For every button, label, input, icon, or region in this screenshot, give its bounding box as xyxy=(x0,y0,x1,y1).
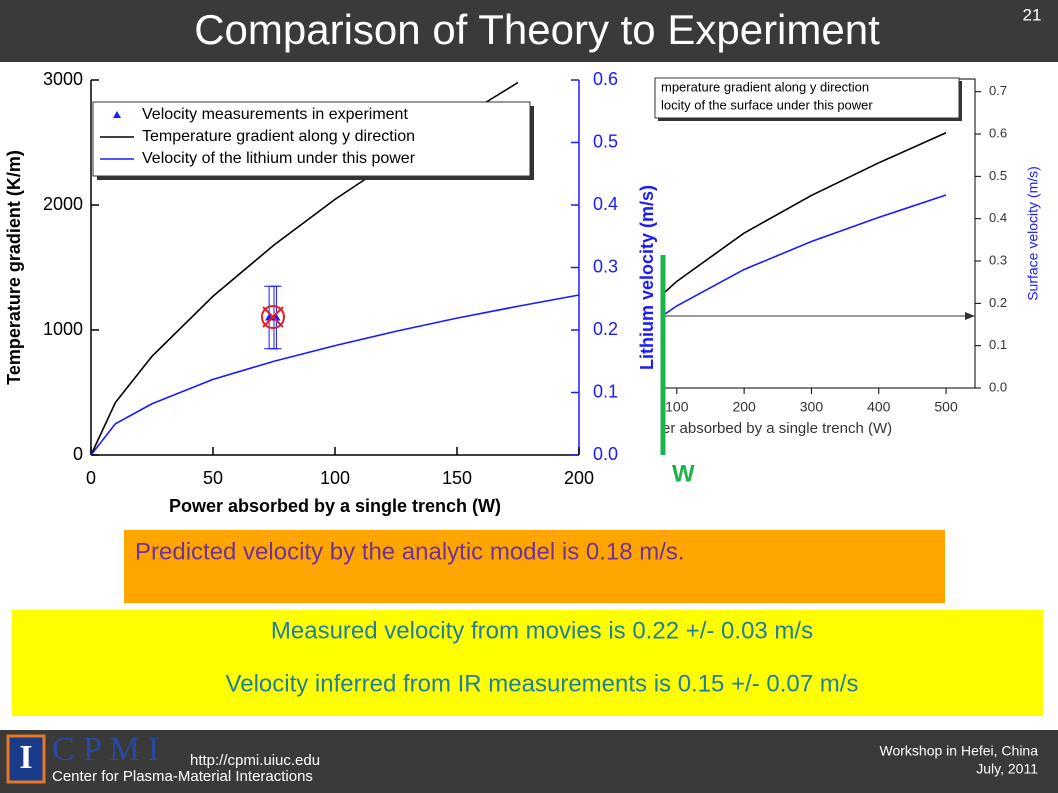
slide-title: Comparison of Theory to Experiment xyxy=(194,6,880,53)
predicted-text: Predicted velocity by the analytic model… xyxy=(135,538,685,565)
x-axis-label: er absorbed by a single trench (W) xyxy=(662,420,892,437)
x-tick-label: 50 xyxy=(203,468,223,488)
x-axis-label: Power absorbed by a single trench (W) xyxy=(169,496,501,516)
legend xyxy=(654,77,960,119)
y2-tick-label: 0.5 xyxy=(593,131,618,151)
y2-tick-label: 0.4 xyxy=(593,194,618,214)
y-tick-label: 0.6 xyxy=(989,125,1007,140)
logo-i: I xyxy=(19,739,32,776)
center-name: Center for Plasma-Material Interactions xyxy=(52,768,313,785)
x-tick-label: 400 xyxy=(867,399,891,415)
date: July, 2011 xyxy=(976,761,1038,777)
line xyxy=(90,294,580,456)
y-tick-label: 0.1 xyxy=(989,337,1007,352)
line xyxy=(661,132,947,296)
y-tick-label: 0.2 xyxy=(989,295,1007,310)
title-bar xyxy=(0,0,1058,62)
y2-tick-label: 0.0 xyxy=(593,444,618,464)
y-tick-label: 3000 xyxy=(43,69,83,89)
legend-marker xyxy=(113,111,121,118)
red-marker xyxy=(261,305,285,329)
x-tick-label: 200 xyxy=(732,399,756,415)
inferred-text: Velocity inferred from IR measurements i… xyxy=(226,670,859,697)
y-tick-label: 0.4 xyxy=(989,210,1007,225)
arrow-head xyxy=(965,312,975,320)
legend-label: mperature gradient along y direction xyxy=(661,79,869,94)
legend-label: locity of the surface under this power xyxy=(661,97,873,112)
y-tick-label: 1000 xyxy=(43,319,83,339)
y-tick-label: 0.3 xyxy=(989,252,1007,267)
y-tick-label: 2000 xyxy=(43,194,83,214)
measured-box xyxy=(12,610,1043,716)
legend xyxy=(92,101,531,177)
x-tick-label: 200 xyxy=(564,468,594,488)
logo-icon xyxy=(6,734,46,784)
y2-tick-label: 0.6 xyxy=(593,69,618,89)
line xyxy=(661,194,947,317)
y-tick-label: 0.5 xyxy=(989,168,1007,183)
page-number: 21 xyxy=(1023,5,1042,24)
legend-label: Temperature gradient along y direction xyxy=(142,128,415,145)
y2-tick-label: 0.1 xyxy=(593,381,618,401)
legend-label: Velocity of the lithium under this power xyxy=(142,150,416,167)
y-tick-label: 0 xyxy=(73,444,83,464)
predicted-box xyxy=(124,530,945,603)
y2-axis-label: Lithium velocity (m/s) xyxy=(637,185,657,370)
y-tick-label: 0.7 xyxy=(989,83,1007,98)
y-axis-label: Temperature gradient (K/m) xyxy=(4,150,24,385)
x-tick-label: 0 xyxy=(86,468,96,488)
y-tick-label: 0.0 xyxy=(989,379,1007,394)
y-axis-label: Surface velocity (m/s) xyxy=(1025,166,1041,301)
power-note: W xyxy=(672,460,695,487)
x-tick-label: 500 xyxy=(934,399,958,415)
main-chart: 0 1000 2000 3000 0.0 0.1 0.2 0.3 0.4 0.5 0.6 0 50 100… xyxy=(4,69,657,516)
x-tick-label: 100 xyxy=(320,468,350,488)
legend-label: Velocity measurements in experiment xyxy=(142,106,408,123)
x-tick-label: 150 xyxy=(442,468,472,488)
measured-text: Measured velocity from movies is 0.22 +/… xyxy=(271,617,813,644)
workshop: Workshop in Hefei, China xyxy=(880,743,1039,759)
y2-tick-label: 0.3 xyxy=(593,256,618,276)
inset-chart: 0.0 0.1 0.2 0.3 0.4 0.5 0.6 0.7 100 200 300 400 500 e… xyxy=(654,70,1053,440)
x-tick-label: 100 xyxy=(665,399,689,415)
footer-bar xyxy=(0,730,1058,793)
logo-text: C P M I xyxy=(52,731,159,768)
inset-background xyxy=(655,70,1053,440)
x-tick-label: 300 xyxy=(800,399,824,415)
url: http://cpmi.uiuc.edu xyxy=(190,752,320,769)
y2-tick-label: 0.2 xyxy=(593,319,618,339)
red-cross xyxy=(262,306,284,328)
